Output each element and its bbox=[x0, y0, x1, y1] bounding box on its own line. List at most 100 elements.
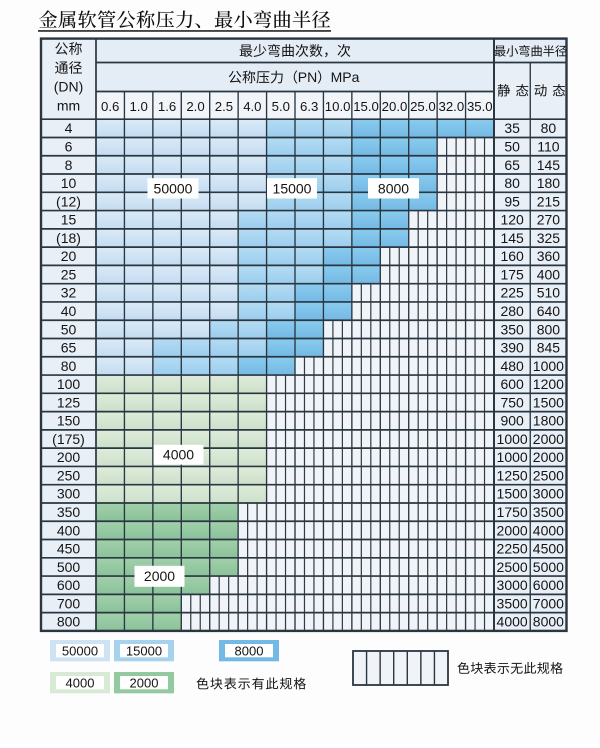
svg-text:325: 325 bbox=[537, 230, 561, 246]
svg-text:1750: 1750 bbox=[497, 504, 528, 520]
svg-text:15: 15 bbox=[61, 212, 77, 228]
svg-text:600: 600 bbox=[500, 376, 524, 392]
svg-text:175: 175 bbox=[500, 266, 524, 282]
svg-text:2000: 2000 bbox=[533, 431, 564, 447]
svg-text:225: 225 bbox=[500, 285, 524, 301]
svg-text:480: 480 bbox=[500, 358, 524, 374]
svg-text:5000: 5000 bbox=[533, 559, 564, 575]
svg-text:8: 8 bbox=[65, 157, 73, 173]
svg-text:4.0: 4.0 bbox=[243, 99, 261, 114]
svg-text:2000: 2000 bbox=[533, 449, 564, 465]
svg-text:2500: 2500 bbox=[533, 467, 564, 483]
svg-text:2.5: 2.5 bbox=[215, 99, 233, 114]
svg-text:160: 160 bbox=[500, 248, 524, 264]
svg-text:4000: 4000 bbox=[497, 614, 528, 630]
svg-text:4500: 4500 bbox=[533, 541, 564, 557]
svg-text:80: 80 bbox=[504, 175, 520, 191]
svg-text:110: 110 bbox=[537, 139, 560, 155]
svg-text:6000: 6000 bbox=[533, 577, 564, 593]
svg-text:3000: 3000 bbox=[497, 577, 528, 593]
svg-text:1200: 1200 bbox=[533, 376, 564, 392]
svg-text:390: 390 bbox=[500, 340, 524, 356]
svg-text:15000: 15000 bbox=[126, 643, 162, 658]
svg-text:8000: 8000 bbox=[533, 614, 564, 630]
svg-text:65: 65 bbox=[504, 157, 520, 173]
svg-text:1.0: 1.0 bbox=[129, 99, 147, 114]
svg-text:400: 400 bbox=[57, 522, 81, 538]
svg-text:50000: 50000 bbox=[62, 643, 98, 658]
svg-text:100: 100 bbox=[57, 376, 81, 392]
svg-text:510: 510 bbox=[537, 285, 561, 301]
svg-text:95: 95 bbox=[504, 193, 520, 209]
svg-text:20: 20 bbox=[61, 248, 77, 264]
svg-text:2.0: 2.0 bbox=[186, 99, 204, 114]
svg-text:80: 80 bbox=[541, 120, 557, 136]
svg-text:2500: 2500 bbox=[497, 559, 528, 575]
svg-text:(DN): (DN) bbox=[54, 79, 84, 95]
svg-text:350: 350 bbox=[500, 321, 524, 337]
svg-text:3000: 3000 bbox=[533, 486, 564, 502]
svg-text:15.0: 15.0 bbox=[353, 99, 379, 114]
svg-text:300: 300 bbox=[57, 486, 81, 502]
svg-text:10.0: 10.0 bbox=[325, 99, 351, 114]
svg-text:3500: 3500 bbox=[497, 595, 528, 611]
svg-text:15000: 15000 bbox=[273, 180, 312, 196]
svg-text:2000: 2000 bbox=[144, 568, 175, 584]
svg-text:50000: 50000 bbox=[154, 180, 193, 196]
svg-text:1500: 1500 bbox=[497, 486, 528, 502]
svg-text:40: 40 bbox=[61, 303, 77, 319]
svg-text:750: 750 bbox=[500, 394, 524, 410]
svg-text:360: 360 bbox=[537, 248, 561, 264]
svg-text:4: 4 bbox=[65, 120, 73, 136]
svg-text:mm: mm bbox=[57, 98, 80, 114]
svg-text:1000: 1000 bbox=[497, 449, 528, 465]
svg-text:8000: 8000 bbox=[378, 180, 409, 196]
svg-text:180: 180 bbox=[537, 175, 561, 191]
svg-text:215: 215 bbox=[537, 193, 561, 209]
svg-text:200: 200 bbox=[57, 449, 81, 465]
svg-text:450: 450 bbox=[57, 541, 81, 557]
svg-text:1800: 1800 bbox=[533, 413, 564, 429]
svg-text:6.3: 6.3 bbox=[300, 99, 318, 114]
svg-text:1250: 1250 bbox=[497, 467, 528, 483]
svg-text:3500: 3500 bbox=[533, 504, 564, 520]
svg-text:4000: 4000 bbox=[66, 675, 95, 690]
svg-text:65: 65 bbox=[61, 340, 77, 356]
svg-text:MPa: MPa bbox=[331, 69, 360, 85]
svg-text:350: 350 bbox=[57, 504, 81, 520]
svg-text:1000: 1000 bbox=[497, 431, 528, 447]
svg-text:800: 800 bbox=[57, 614, 81, 630]
svg-text:(12): (12) bbox=[56, 193, 81, 209]
svg-text:8000: 8000 bbox=[235, 643, 264, 658]
svg-text:80: 80 bbox=[61, 358, 77, 374]
svg-text:2000: 2000 bbox=[130, 675, 159, 690]
svg-text:120: 120 bbox=[500, 212, 524, 228]
svg-text:35.0: 35.0 bbox=[467, 99, 493, 114]
svg-text:800: 800 bbox=[537, 321, 561, 337]
svg-text:PN: PN bbox=[298, 69, 317, 85]
svg-text:150: 150 bbox=[57, 413, 81, 429]
svg-text:700: 700 bbox=[57, 595, 81, 611]
svg-text:2250: 2250 bbox=[497, 541, 528, 557]
svg-text:145: 145 bbox=[500, 230, 524, 246]
svg-text:50: 50 bbox=[504, 139, 520, 155]
svg-text:2000: 2000 bbox=[497, 522, 528, 538]
svg-text:10: 10 bbox=[61, 175, 77, 191]
svg-text:845: 845 bbox=[537, 340, 561, 356]
svg-text:4000: 4000 bbox=[163, 447, 194, 463]
svg-text:32.0: 32.0 bbox=[439, 99, 465, 114]
svg-text:400: 400 bbox=[537, 266, 561, 282]
svg-text:35: 35 bbox=[504, 120, 520, 136]
svg-text:145: 145 bbox=[537, 157, 561, 173]
svg-text:270: 270 bbox=[537, 212, 561, 228]
svg-text:1.6: 1.6 bbox=[158, 99, 176, 114]
svg-text:1000: 1000 bbox=[533, 358, 564, 374]
svg-text:(175): (175) bbox=[52, 431, 85, 447]
svg-text:25.0: 25.0 bbox=[410, 99, 436, 114]
svg-text:1500: 1500 bbox=[533, 394, 564, 410]
svg-text:250: 250 bbox=[57, 467, 81, 483]
svg-text:7000: 7000 bbox=[533, 595, 564, 611]
svg-text:125: 125 bbox=[57, 394, 81, 410]
svg-text:50: 50 bbox=[61, 321, 77, 337]
svg-text:900: 900 bbox=[500, 413, 524, 429]
